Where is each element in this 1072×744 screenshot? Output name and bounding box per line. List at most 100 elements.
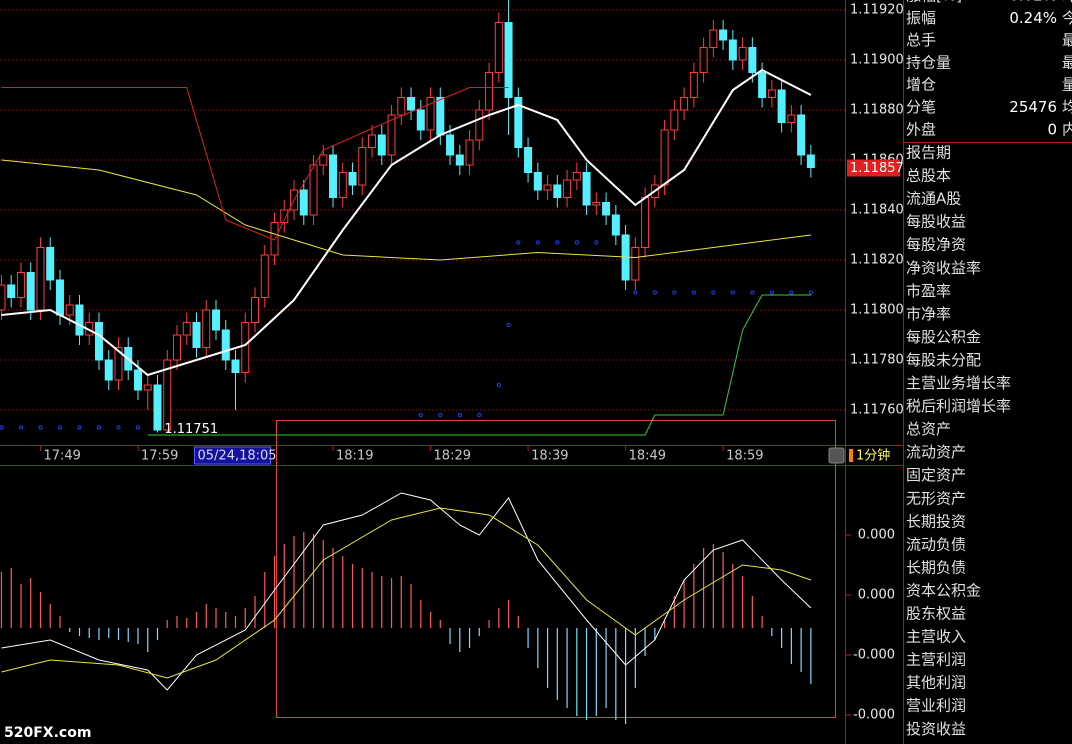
candle-body xyxy=(260,254,269,298)
candle-body xyxy=(602,202,611,216)
indicator-dot xyxy=(594,240,599,245)
indicator-line xyxy=(1,159,811,261)
quote-value: 25476 xyxy=(1009,98,1057,116)
plot-layer: 1.11760 1.11780 1.11800 1.11820 1.11840 1.118… xyxy=(0,0,904,724)
candle-body xyxy=(631,247,640,281)
candle-body xyxy=(416,109,425,131)
candle-body xyxy=(16,272,25,298)
candle-body xyxy=(767,89,776,98)
indicator-dot xyxy=(769,290,774,295)
quote-extra: 内 xyxy=(1062,120,1072,138)
candle-body xyxy=(592,202,601,206)
watermark: 520FX.com xyxy=(4,725,91,741)
y-tick-label: 0.000 xyxy=(858,528,895,543)
candle-body xyxy=(504,22,513,98)
candle-body xyxy=(436,97,445,136)
candle-body xyxy=(329,154,338,198)
macd-line xyxy=(1,492,812,691)
grid-layer xyxy=(0,9,845,411)
candle-body xyxy=(309,164,318,216)
quote-extra: 昨 xyxy=(1062,0,1072,5)
candle-body xyxy=(728,39,737,61)
quote-label: 持仓量 xyxy=(906,53,951,71)
candle-body xyxy=(533,172,542,191)
indicator-dot xyxy=(633,290,638,295)
field-label: 无形资产 xyxy=(906,489,966,507)
candle-body xyxy=(806,154,815,168)
field-label: 长期负债 xyxy=(906,558,966,576)
x-tick-label: 18:39 xyxy=(531,449,568,464)
period-marker xyxy=(849,449,853,462)
scroll-button[interactable] xyxy=(828,447,845,464)
candle-body xyxy=(358,147,367,186)
x-tick-label: 18:29 xyxy=(434,449,471,464)
field-label: 主营利润 xyxy=(906,651,966,669)
candle-body xyxy=(26,272,35,311)
indicator-dot xyxy=(516,240,521,245)
indicator-dot xyxy=(750,290,755,295)
indicator-dot xyxy=(789,290,794,295)
candle-body xyxy=(0,284,6,311)
y-tick-label: 0.000 xyxy=(858,588,895,603)
candle-body xyxy=(7,284,16,298)
candle-body xyxy=(319,154,328,166)
x-tick-label: 17:49 xyxy=(43,449,80,464)
candle-body xyxy=(455,154,464,166)
field-label: 净资收益率 xyxy=(906,259,981,277)
x-tick-label: 18:49 xyxy=(629,449,666,464)
candle-body xyxy=(709,29,718,48)
indicator-dot xyxy=(555,240,560,245)
candle-body xyxy=(787,114,796,123)
candle-body xyxy=(104,359,113,381)
cursor-box xyxy=(194,446,272,465)
field-label: 营业利润 xyxy=(906,697,966,715)
candle-body xyxy=(368,134,377,148)
candle-body xyxy=(94,322,103,361)
candle-body xyxy=(251,297,260,323)
indicator-dot xyxy=(77,425,82,430)
y-tick-label: 1.11820 xyxy=(850,253,904,268)
indicator-dot xyxy=(535,240,540,245)
annotation: 1.11751 xyxy=(164,422,218,437)
quote-label: 增仓 xyxy=(906,76,936,94)
indicator-dot xyxy=(711,290,716,295)
last-price-flag xyxy=(847,159,900,177)
candle-body xyxy=(680,97,689,111)
indicator-line xyxy=(1,68,812,377)
field-label: 股东权益 xyxy=(906,605,966,623)
indicator-dot xyxy=(18,425,24,430)
y-tick-label: 1.11840 xyxy=(850,203,904,218)
candle-body xyxy=(348,172,357,186)
candle-body xyxy=(153,384,162,431)
candle-body xyxy=(777,89,786,123)
indicator-dot xyxy=(438,412,443,418)
quote-label: 外盘 xyxy=(906,120,936,138)
candle-body xyxy=(494,22,503,73)
candle-body xyxy=(514,97,523,148)
field-label: 主营收入 xyxy=(906,628,966,646)
quote-label: 振幅 xyxy=(906,9,936,27)
field-label: 市盈率 xyxy=(906,282,951,300)
candle-body xyxy=(280,209,289,223)
candle-body xyxy=(133,369,142,391)
field-label: 流动负债 xyxy=(906,535,966,553)
candle-body xyxy=(670,109,679,131)
field-label: 市净率 xyxy=(906,305,951,323)
candle-body xyxy=(231,359,240,373)
candle-body xyxy=(475,109,484,141)
candle-body xyxy=(611,214,620,236)
candle-body xyxy=(426,97,435,131)
field-label: 总股本 xyxy=(906,167,951,185)
field-label: 主营业务增长率 xyxy=(906,374,1011,392)
indicator-dot xyxy=(418,412,423,418)
candle-body xyxy=(641,197,650,248)
field-label: 税后利润增长率 xyxy=(906,397,1011,415)
indicator-dot xyxy=(0,425,4,430)
cursor-label: 05/24,18:05 xyxy=(198,449,277,464)
y-tick-label: 1.11880 xyxy=(850,103,904,118)
candle-body xyxy=(299,189,308,216)
candle-body xyxy=(553,184,562,198)
candle-body xyxy=(338,172,347,198)
